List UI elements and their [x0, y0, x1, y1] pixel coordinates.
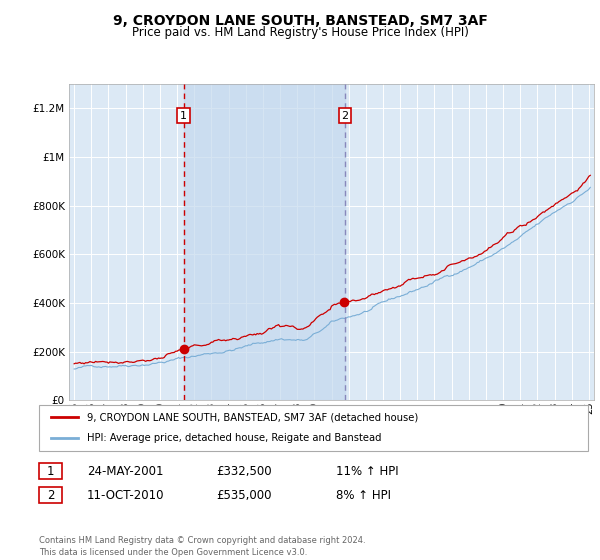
Text: 9, CROYDON LANE SOUTH, BANSTEAD, SM7 3AF: 9, CROYDON LANE SOUTH, BANSTEAD, SM7 3AF [113, 14, 487, 28]
Text: 24-MAY-2001: 24-MAY-2001 [87, 465, 163, 478]
Text: HPI: Average price, detached house, Reigate and Banstead: HPI: Average price, detached house, Reig… [87, 433, 382, 444]
Text: 9, CROYDON LANE SOUTH, BANSTEAD, SM7 3AF (detached house): 9, CROYDON LANE SOUTH, BANSTEAD, SM7 3AF… [87, 412, 418, 422]
Text: 2: 2 [341, 111, 349, 120]
Text: Contains HM Land Registry data © Crown copyright and database right 2024.
This d: Contains HM Land Registry data © Crown c… [39, 536, 365, 557]
Text: £332,500: £332,500 [216, 465, 272, 478]
Text: Price paid vs. HM Land Registry's House Price Index (HPI): Price paid vs. HM Land Registry's House … [131, 26, 469, 39]
Text: 2: 2 [47, 489, 54, 502]
Text: 8% ↑ HPI: 8% ↑ HPI [336, 489, 391, 502]
Text: 11% ↑ HPI: 11% ↑ HPI [336, 465, 398, 478]
Bar [184, 84, 345, 400]
Text: £535,000: £535,000 [216, 489, 271, 502]
Text: 1: 1 [180, 111, 187, 120]
Text: 1: 1 [47, 465, 54, 478]
Text: 11-OCT-2010: 11-OCT-2010 [87, 489, 164, 502]
